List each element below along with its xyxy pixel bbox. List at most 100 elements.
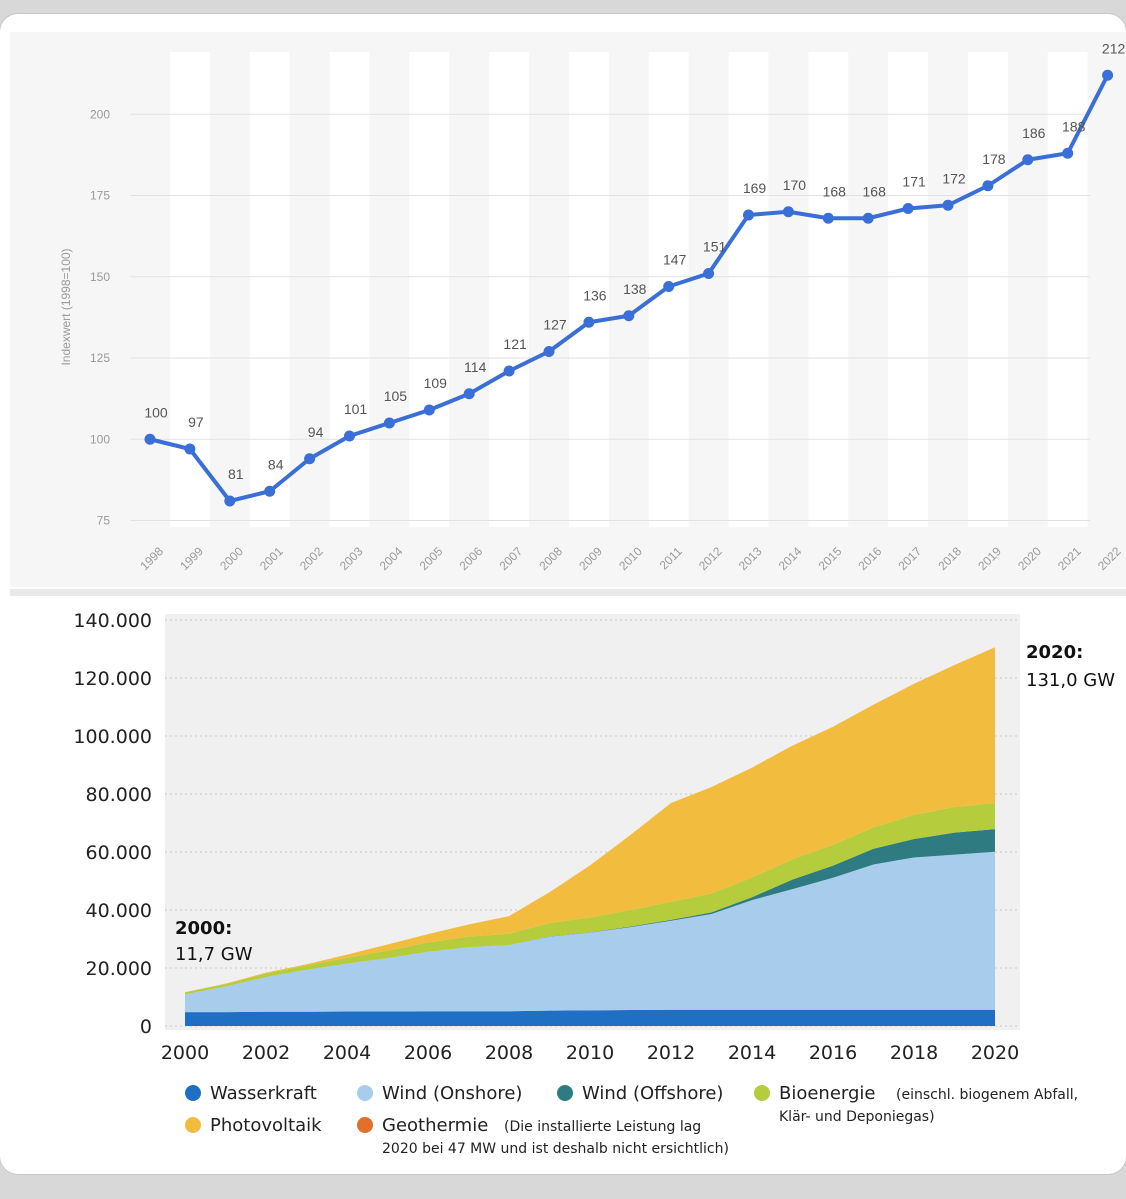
data-label: 105	[384, 388, 408, 404]
data-label: 168	[823, 183, 847, 199]
data-label: 169	[743, 180, 767, 196]
data-point	[782, 206, 794, 218]
data-point	[583, 316, 595, 328]
annotation-start-value: 11,7 GW	[175, 944, 253, 965]
data-label: 171	[902, 174, 926, 190]
data-point	[224, 495, 236, 507]
x-tick-label: 2006	[457, 544, 486, 573]
legend-swatch-geothermie	[357, 1117, 373, 1133]
y-tick-label: 0	[140, 1016, 152, 1038]
x-tick-label: 2005	[417, 544, 446, 573]
y-tick-label: 100.000	[73, 726, 152, 748]
x-tick-label: 2012	[696, 544, 725, 573]
line-chart-svg: Indexwert (1998=100) 75 100 125 150 175 200 1…	[59, 40, 1126, 573]
x-tick-label: 2003	[337, 544, 366, 573]
x-tick-label: 2000	[217, 544, 246, 573]
annotation-end-label: 2020:	[1026, 642, 1083, 663]
y-tick-label: 150	[90, 270, 110, 284]
x-tick-label: 2016	[856, 544, 885, 573]
legend-label-wasserkraft: Wasserkraft	[210, 1083, 317, 1104]
legend-label-wind-onshore: Wind (Onshore)	[382, 1083, 522, 1104]
column-band	[728, 52, 769, 527]
legend-swatch-photovoltaik	[185, 1117, 201, 1133]
x-tick-label: 2020	[1015, 544, 1044, 573]
data-label: 100	[144, 404, 168, 420]
capacity-area-chart: 0 20.000 40.000 60.000 80.000 100.000 120.000 1…	[10, 596, 1126, 1157]
column-band	[568, 52, 609, 527]
area-wind-offshore	[185, 829, 995, 995]
column-band	[409, 52, 450, 527]
data-point	[822, 212, 834, 224]
y-tick-label: 200	[90, 107, 110, 121]
data-point	[543, 346, 555, 357]
legend: Wasserkraft Wind (Onshore) Wind (Offshor…	[185, 1083, 1078, 1157]
x-tick-label: 2001	[257, 544, 286, 573]
y-tick-label: 175	[90, 189, 110, 203]
legend-label-bioenergie: Bioenergie	[779, 1083, 876, 1104]
data-point	[663, 281, 675, 292]
x-tick-label: 2020	[971, 1042, 1019, 1064]
data-point	[743, 209, 754, 221]
data-label: 170	[783, 177, 807, 193]
data-label: 109	[424, 375, 448, 391]
index-line-chart: Indexwert (1998=100) 75 100 125 150 175 200 1…	[10, 32, 1126, 587]
data-point	[344, 430, 355, 442]
x-tick-label: 1998	[137, 544, 166, 573]
data-label: 114	[464, 359, 487, 375]
data-point	[383, 417, 395, 429]
column-band	[249, 52, 290, 527]
area-wind-onshore	[185, 851, 995, 1013]
legend-label-wind-offshore: Wind (Offshore)	[582, 1083, 723, 1104]
x-tick-label: 2021	[1055, 544, 1084, 573]
legend-note-geothermie-1: (Die installierte Leistung lag	[504, 1119, 701, 1135]
y-tick-label: 20.000	[86, 958, 152, 980]
data-point	[623, 310, 635, 322]
area-wasserkraft	[185, 1009, 995, 1026]
data-label: 97	[188, 414, 204, 430]
data-label: 186	[1022, 125, 1046, 141]
data-point	[1102, 69, 1114, 81]
x-tick-label: 2014	[728, 1042, 776, 1064]
x-tick-label: 2022	[1095, 544, 1124, 573]
y-axis-label: Indexwert (1998=100)	[59, 248, 73, 365]
data-label: 84	[268, 456, 284, 472]
x-tick-label: 2002	[242, 1042, 290, 1064]
x-tick-label: 2017	[895, 544, 924, 573]
data-label: 188	[1062, 118, 1086, 134]
x-tick-label: 1999	[177, 544, 206, 573]
x-tick-label: 2018	[890, 1042, 938, 1064]
column-band	[967, 52, 1008, 527]
y-tick-label: 140.000	[73, 610, 152, 632]
data-point	[184, 443, 196, 455]
data-point	[703, 268, 715, 279]
legend-note-bioenergie-2: Klär- und Deponiegas)	[779, 1109, 935, 1125]
x-tick-label: 2007	[496, 544, 525, 573]
column-band	[489, 52, 530, 527]
data-label: 81	[228, 466, 244, 482]
legend-label-photovoltaik: Photovoltaik	[210, 1115, 322, 1136]
data-point	[862, 212, 874, 224]
y-tick-label: 100	[90, 432, 110, 446]
data-label: 212	[1102, 40, 1126, 56]
legend-note-bioenergie-1: (einschl. biogenem Abfall,	[896, 1087, 1078, 1103]
legend-label-geothermie: Geothermie	[382, 1115, 488, 1136]
data-label: 147	[663, 252, 687, 268]
x-tick-label: 2011	[657, 544, 685, 572]
x-tick-label: 2019	[975, 544, 1004, 573]
x-tick-label: 2004	[377, 544, 406, 573]
chart-divider	[10, 589, 1126, 596]
legend-bioenergie-name: Bioenergie	[779, 1083, 876, 1104]
x-tick-label: 2010	[616, 544, 645, 573]
annotation-end-value: 131,0 GW	[1026, 670, 1115, 691]
column-band	[169, 52, 210, 527]
data-point	[942, 199, 954, 211]
data-label: 138	[623, 281, 647, 297]
data-point	[463, 388, 475, 400]
x-tick-label: 2010	[566, 1042, 614, 1064]
legend-swatch-bioenergie	[754, 1085, 770, 1101]
y-tick-label: 75	[97, 514, 111, 528]
data-label: 178	[982, 151, 1006, 167]
data-point	[144, 433, 156, 445]
data-label: 101	[344, 401, 368, 417]
data-label: 172	[942, 170, 966, 186]
